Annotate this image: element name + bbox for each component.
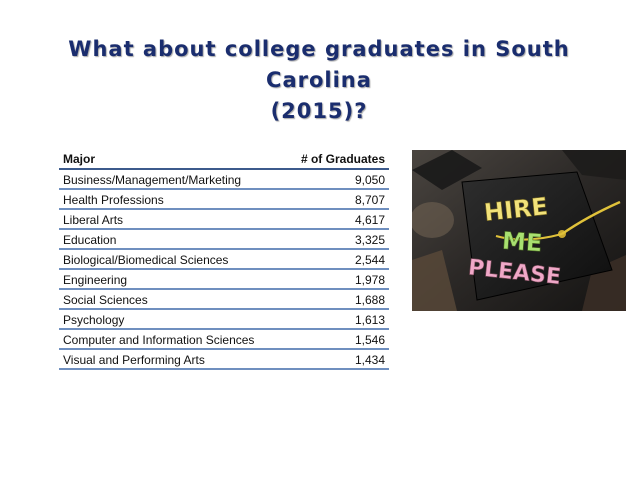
table-row: Psychology 1,613 — [59, 310, 389, 330]
header-graduates: # of Graduates — [300, 152, 385, 166]
cell-graduates: 1,688 — [354, 292, 385, 307]
cell-major: Psychology — [63, 312, 125, 327]
cell-graduates: 1,546 — [354, 332, 385, 347]
table-row: Computer and Information Sciences 1,546 — [59, 330, 389, 350]
cell-graduates: 1,978 — [354, 272, 385, 287]
cap-word-me: ME — [501, 227, 543, 258]
table-row: Visual and Performing Arts 1,434 — [59, 350, 389, 370]
cell-major: Engineering — [63, 272, 128, 287]
mortarboard-shape — [461, 171, 613, 301]
graduates-table: Major # of Graduates Business/Management… — [59, 149, 389, 370]
cell-graduates: 1,434 — [354, 352, 385, 367]
table-row: Health Professions 8,707 — [59, 190, 389, 210]
cell-major: Visual and Performing Arts — [63, 352, 205, 367]
tassel-cord — [561, 200, 621, 236]
cap-word-hire: HIRE — [483, 192, 549, 227]
table-row: Liberal Arts 4,617 — [59, 210, 389, 230]
cell-graduates: 1,613 — [354, 312, 385, 327]
table-row: Biological/Biomedical Sciences 2,544 — [59, 250, 389, 270]
table-header-row: Major # of Graduates — [59, 149, 389, 170]
graduation-cap-illustration: HIRE ME PLEASE — [412, 150, 626, 311]
cell-major: Computer and Information Sciences — [63, 332, 255, 347]
cell-major: Social Sciences — [63, 292, 148, 307]
cell-graduates: 8,707 — [354, 192, 385, 207]
cell-major: Liberal Arts — [63, 212, 124, 227]
title-line-2: (2015)? — [270, 99, 368, 123]
graduation-cap-photo: HIRE ME PLEASE — [412, 150, 626, 311]
cell-graduates: 4,617 — [354, 212, 385, 227]
cell-major: Education — [63, 232, 117, 247]
table-row: Social Sciences 1,688 — [59, 290, 389, 310]
table-row: Engineering 1,978 — [59, 270, 389, 290]
cell-major: Business/Management/Marketing — [63, 172, 242, 187]
cell-graduates: 9,050 — [354, 172, 385, 187]
tassel-cord-2 — [495, 233, 563, 241]
cell-graduates: 2,544 — [354, 252, 385, 267]
cell-major: Biological/Biomedical Sciences — [63, 252, 229, 267]
title-line-1: What about college graduates in South Ca… — [68, 37, 570, 92]
slide-title: What about college graduates in South Ca… — [20, 34, 618, 127]
header-major: Major — [63, 152, 96, 166]
table-row: Business/Management/Marketing 9,050 — [59, 170, 389, 190]
table-row: Education 3,325 — [59, 230, 389, 250]
cell-major: Health Professions — [63, 192, 164, 207]
cell-graduates: 3,325 — [354, 232, 385, 247]
